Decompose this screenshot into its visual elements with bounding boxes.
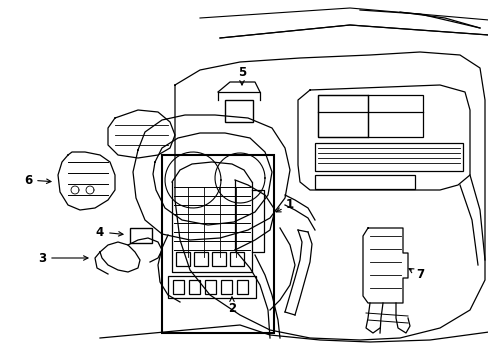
Bar: [317, 95, 367, 137]
Bar: [237, 280, 247, 294]
Bar: [204, 280, 216, 294]
Text: 7: 7: [415, 269, 423, 282]
Bar: [168, 276, 256, 298]
Bar: [314, 143, 462, 171]
Text: 6: 6: [24, 174, 32, 186]
Bar: [221, 280, 231, 294]
Bar: [314, 175, 414, 189]
Text: 2: 2: [227, 302, 236, 315]
Bar: [189, 280, 200, 294]
Bar: [173, 280, 183, 294]
Bar: [229, 252, 244, 266]
Text: 4: 4: [96, 225, 104, 238]
Bar: [194, 252, 207, 266]
Text: 3: 3: [38, 252, 46, 265]
Text: 5: 5: [237, 66, 245, 78]
Bar: [317, 95, 422, 137]
Bar: [130, 228, 152, 243]
Bar: [176, 252, 190, 266]
Text: 1: 1: [285, 198, 293, 211]
Bar: [224, 100, 252, 122]
Bar: [212, 252, 225, 266]
Bar: [162, 155, 273, 333]
